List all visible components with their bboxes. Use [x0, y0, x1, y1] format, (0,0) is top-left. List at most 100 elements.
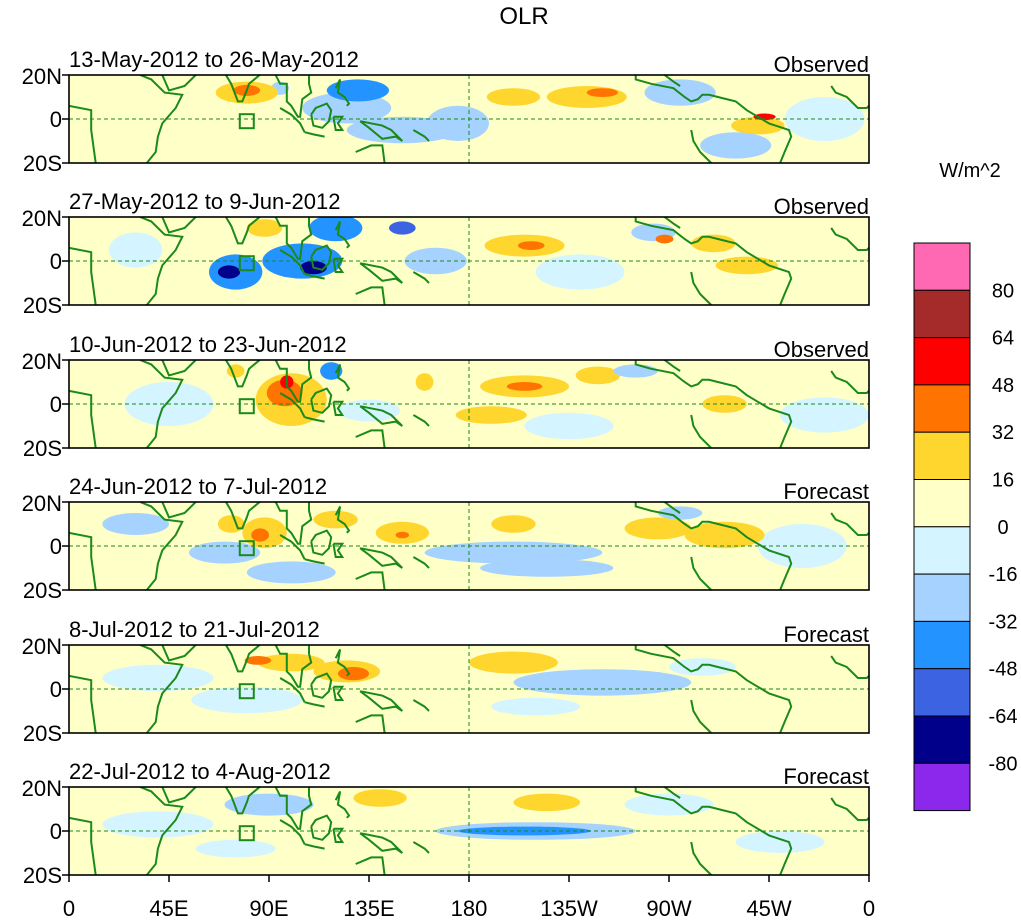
coastline	[304, 843, 325, 850]
coastline	[334, 505, 351, 534]
anomaly-blob	[480, 559, 614, 577]
y-tick-label: 0	[50, 107, 62, 132]
anomaly-blob	[320, 362, 343, 380]
anomaly-blob	[191, 686, 303, 714]
coastline	[310, 244, 333, 271]
x-tick-label: 135W	[540, 896, 598, 920]
coastline	[355, 714, 386, 733]
anomaly-blob	[395, 531, 410, 539]
coastline	[355, 856, 386, 875]
coastline	[161, 645, 197, 662]
panels: 13-May-2012 to 26-May-2012 Observed 20N 0 20…	[22, 47, 870, 888]
coastline	[334, 363, 351, 392]
coastline	[412, 556, 430, 569]
x-tick-label: 0	[863, 896, 875, 920]
anomaly-blob	[713, 798, 803, 820]
coastline	[412, 414, 430, 427]
anomaly-blob	[691, 234, 736, 253]
panel-label: Forecast	[783, 622, 869, 647]
coastline	[334, 78, 351, 107]
anomaly-blob	[337, 399, 401, 422]
coastline	[220, 645, 314, 688]
map-panel: 27-May-2012 to 9-Jun-2012 Observed 20N 0 20S	[22, 189, 870, 318]
y-tick-label: 20S	[23, 436, 62, 461]
anomaly-blob	[326, 79, 389, 102]
anomaly-blob	[491, 697, 581, 716]
coastline	[161, 360, 197, 377]
coastline	[355, 286, 386, 305]
chart-title: OLR	[499, 3, 548, 30]
coastline	[139, 217, 184, 305]
y-tick-label: 20N	[22, 64, 62, 89]
coastline	[332, 542, 345, 558]
y-tick-label: 20N	[22, 491, 62, 516]
highlight-box	[238, 398, 255, 415]
anomaly-blob	[655, 234, 674, 244]
coastline	[310, 102, 333, 129]
x-tick-label: 45W	[746, 896, 791, 920]
colorbar-label: 80	[992, 280, 1014, 302]
x-tick-label: 135E	[343, 896, 394, 920]
coastline	[220, 502, 314, 545]
panel-period: 22-Jul-2012 to 4-Aug-2012	[69, 759, 331, 784]
panel-label: Forecast	[783, 764, 869, 789]
anomaly-blob	[469, 651, 558, 674]
y-tick-label: 20S	[23, 293, 62, 318]
colorbar-swatch	[913, 573, 971, 622]
coastline	[359, 547, 404, 569]
colorbar: W/m^2 80 64 48 32 16 0 -16 -32 -48 -64 -80	[913, 160, 1018, 812]
colorbar-label: 32	[992, 422, 1014, 444]
anomaly-blob	[746, 697, 858, 725]
coastline	[690, 271, 712, 305]
map-panel: 10-Jun-2012 to 23-Jun-2012 Observed 20N 0 20…	[22, 332, 870, 461]
panel-period: 24-Jun-2012 to 7-Jul-2012	[69, 474, 327, 499]
coastline	[359, 690, 404, 712]
colorbar-label: -16	[989, 564, 1018, 586]
coastline	[359, 262, 404, 284]
anomaly-blob	[513, 669, 692, 696]
coastline	[334, 790, 351, 819]
colorbar-label: -48	[989, 659, 1018, 681]
y-tick-label: 20N	[22, 776, 62, 801]
anomaly-blob	[513, 793, 581, 812]
x-tick-label: 45E	[149, 896, 188, 920]
anomaly-blob	[517, 241, 545, 250]
panel-period: 10-Jun-2012 to 23-Jun-2012	[69, 332, 347, 357]
anomaly-blob	[246, 561, 336, 584]
coastline	[634, 787, 793, 875]
anomaly-blob	[735, 651, 825, 674]
y-tick-label: 20N	[22, 349, 62, 374]
colorbar-label: -80	[989, 753, 1018, 775]
panel-period: 8-Jul-2012 to 21-Jul-2012	[69, 617, 320, 642]
anomaly-blob	[657, 506, 703, 520]
anomaly-blob	[109, 232, 163, 268]
coastline	[69, 531, 97, 590]
coastline	[310, 672, 333, 699]
anomaly-blob	[102, 513, 169, 535]
anomaly-blob	[257, 653, 325, 672]
coastline	[161, 75, 197, 92]
coastline	[332, 400, 345, 416]
anomaly-blob	[735, 831, 825, 853]
coastline	[359, 832, 404, 854]
colorbar-swatch	[913, 715, 971, 764]
anomaly-blob	[195, 839, 276, 858]
anomaly-blob	[535, 254, 625, 290]
y-tick-label: 20S	[23, 863, 62, 888]
anomaly-blob	[506, 382, 543, 391]
coastline	[304, 273, 325, 280]
anomaly-blob	[424, 541, 603, 564]
map-panel: 24-Jun-2012 to 7-Jul-2012 Forecast 20N 0 20S	[22, 474, 870, 603]
coastline	[634, 75, 793, 163]
anomaly-blob	[309, 217, 363, 242]
anomaly-blob	[235, 815, 325, 838]
coastline	[161, 502, 197, 519]
coastline	[161, 787, 197, 804]
highlight-box	[238, 540, 255, 557]
coastline	[634, 502, 793, 590]
y-tick-label: 20N	[22, 206, 62, 231]
coastline	[69, 104, 97, 163]
coastline	[69, 674, 97, 733]
coastline	[690, 841, 712, 875]
anomaly-blob	[780, 397, 869, 433]
